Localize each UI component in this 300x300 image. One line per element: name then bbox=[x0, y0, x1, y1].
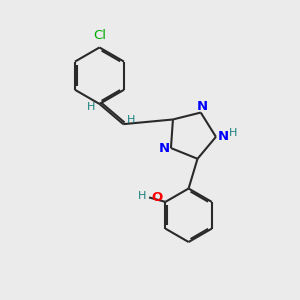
Text: N: N bbox=[218, 130, 229, 143]
Text: N: N bbox=[159, 142, 170, 154]
Text: H: H bbox=[86, 102, 95, 112]
Text: H: H bbox=[127, 115, 135, 125]
Text: N: N bbox=[197, 100, 208, 112]
Text: H: H bbox=[229, 128, 237, 138]
Text: Cl: Cl bbox=[93, 29, 106, 42]
Text: H: H bbox=[138, 191, 146, 201]
Text: O: O bbox=[152, 191, 163, 204]
